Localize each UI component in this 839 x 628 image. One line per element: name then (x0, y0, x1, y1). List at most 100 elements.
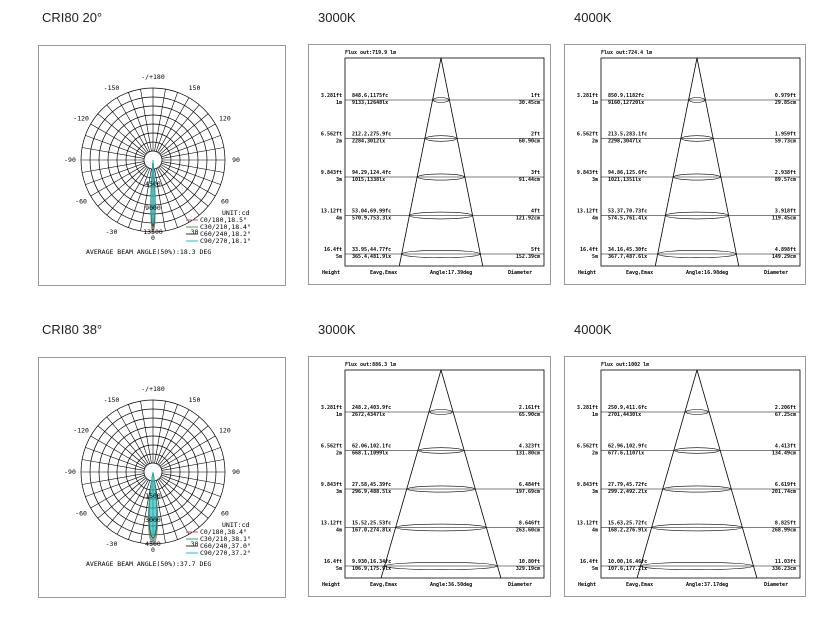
diameter-cm: 60.90cm (519, 139, 540, 145)
height-ft: 3.281ft (321, 405, 342, 411)
angle-label: 90 (232, 468, 240, 476)
polar-spoke (106, 416, 148, 466)
angle-label: -60 (75, 510, 87, 518)
polar-spoke (85, 135, 145, 158)
illuminance-lx: 1021,1351lx (608, 177, 641, 183)
diameter-cm: 30.45cm (519, 100, 540, 106)
polar-spoke (161, 473, 224, 485)
polar-spoke (160, 164, 216, 197)
angle-label: 0 (151, 234, 155, 242)
height-m: 1m (592, 412, 598, 418)
polar-spoke (161, 135, 221, 158)
height-m: 4m (592, 216, 598, 222)
illuminance-fc: 62.96,102.9fc (608, 444, 647, 450)
cone-panel (308, 356, 551, 597)
height-ft: 9.843ft (577, 482, 598, 488)
footer-label: Angle:16.98deg (686, 270, 728, 276)
spot-ellipse (681, 135, 713, 142)
polar-spoke (85, 474, 145, 497)
polar-spoke (158, 166, 200, 216)
angle-label: 120 (219, 115, 231, 123)
spot-ellipse (651, 523, 743, 532)
illuminance-fc: 53.37,70.73fc (608, 209, 647, 215)
polar-spoke (159, 425, 209, 467)
diameter-ft: 2ft (531, 132, 540, 138)
legend-label: C60/240,37.0° (200, 542, 251, 550)
beam-lobe (149, 471, 157, 536)
polar-spoke (160, 123, 216, 156)
footer-label: Eavg,Emax (626, 582, 653, 588)
illuminance-lx: 2701,4430lx (608, 412, 641, 418)
polar-spoke (140, 89, 152, 152)
height-ft: 6.562ft (577, 444, 598, 450)
spot-ellipse (663, 485, 731, 493)
legend-label: C0/180,38.4° (200, 528, 247, 536)
cone-edge (696, 57, 740, 267)
cone-title: 4000K (574, 10, 612, 25)
spot-ellipse (674, 447, 720, 454)
illuminance-lx: 9160,12720lx (608, 100, 644, 106)
flux-label: Flux out:886.3 lm (345, 362, 396, 368)
polar-spoke (90, 164, 146, 197)
polar-spoke (161, 147, 224, 159)
angle-label: -120 (73, 115, 89, 123)
polar-spoke (158, 416, 200, 466)
illuminance-fc: 15.63,25.72fc (608, 521, 647, 527)
height-ft: 9.843ft (321, 482, 342, 488)
angle-label: 90 (232, 156, 240, 164)
polar-spoke (159, 113, 209, 155)
footer-label: Height (578, 582, 596, 588)
diameter-ft: 3ft (531, 170, 540, 176)
flux-label: Flux out:724.4 lm (601, 50, 652, 56)
height-m: 2m (592, 451, 598, 457)
illuminance-fc: 15.52,25.53fc (352, 521, 391, 527)
legend-label: C30/210,18.4° (200, 223, 251, 231)
polar-spoke (157, 167, 190, 223)
illuminance-lx: 299.2,492.2lx (608, 489, 647, 495)
illuminance-lx: 2672,4347lx (352, 412, 385, 418)
footer-label: Height (578, 270, 596, 276)
illuminance-lx: 168.2,276.9lx (608, 528, 647, 534)
radial-label: 1500 (145, 492, 161, 500)
illuminance-fc: 248.2,403.9fc (352, 405, 391, 411)
height-m: 1m (592, 100, 598, 106)
diameter-ft: 8.825ft (775, 521, 796, 527)
polar-spoke (116, 97, 149, 153)
illuminance-fc: 94.29,124.4fc (352, 170, 391, 176)
polar-spoke (154, 168, 166, 231)
polar-spoke (161, 161, 224, 173)
diameter-cm: 201.74cm (772, 489, 796, 495)
height-m: 3m (336, 489, 342, 495)
footer-label: Height (322, 270, 340, 276)
diameter-ft: 11.03ft (775, 559, 796, 565)
polar-spoke (106, 478, 148, 528)
cone-edge (654, 57, 698, 267)
height-ft: 16.4ft (324, 247, 342, 253)
footer-label: Angle:37.17deg (686, 582, 728, 588)
polar-spoke (158, 478, 200, 528)
footer-label: Diameter (764, 582, 788, 588)
illuminance-lx: 107.6,177.2lx (608, 566, 647, 572)
polar-spoke (97, 165, 147, 207)
diameter-cm: 134.49cm (772, 451, 796, 457)
illuminance-fc: 10.00,16.46fc (608, 559, 647, 565)
illuminance-fc: 53.04,69.99fc (352, 209, 391, 215)
height-ft: 9.843ft (321, 170, 342, 176)
diameter-ft: 2.161ft (519, 405, 540, 411)
diameter-cm: 65.90cm (519, 412, 540, 418)
footer-label: Angle:36.50deg (430, 582, 472, 588)
polar-spoke (154, 480, 166, 543)
diameter-cm: 329.19cm (516, 566, 540, 572)
cone-title: 3000K (318, 322, 356, 337)
diameter-cm: 59.73cm (775, 139, 796, 145)
diameter-cm: 336.23cm (772, 566, 796, 572)
diameter-cm: 121.92cm (516, 216, 540, 222)
footer-label: Diameter (764, 270, 788, 276)
polar-spoke (157, 479, 190, 535)
legend-label: C90/270,37.2° (200, 549, 251, 557)
polar-spoke (97, 425, 147, 467)
beam-angle: AVERAGE BEAM ANGLE(50%):37.7 DEG (86, 560, 211, 568)
diameter-cm: 131.80cm (516, 451, 540, 457)
spot-ellipse (688, 97, 706, 103)
